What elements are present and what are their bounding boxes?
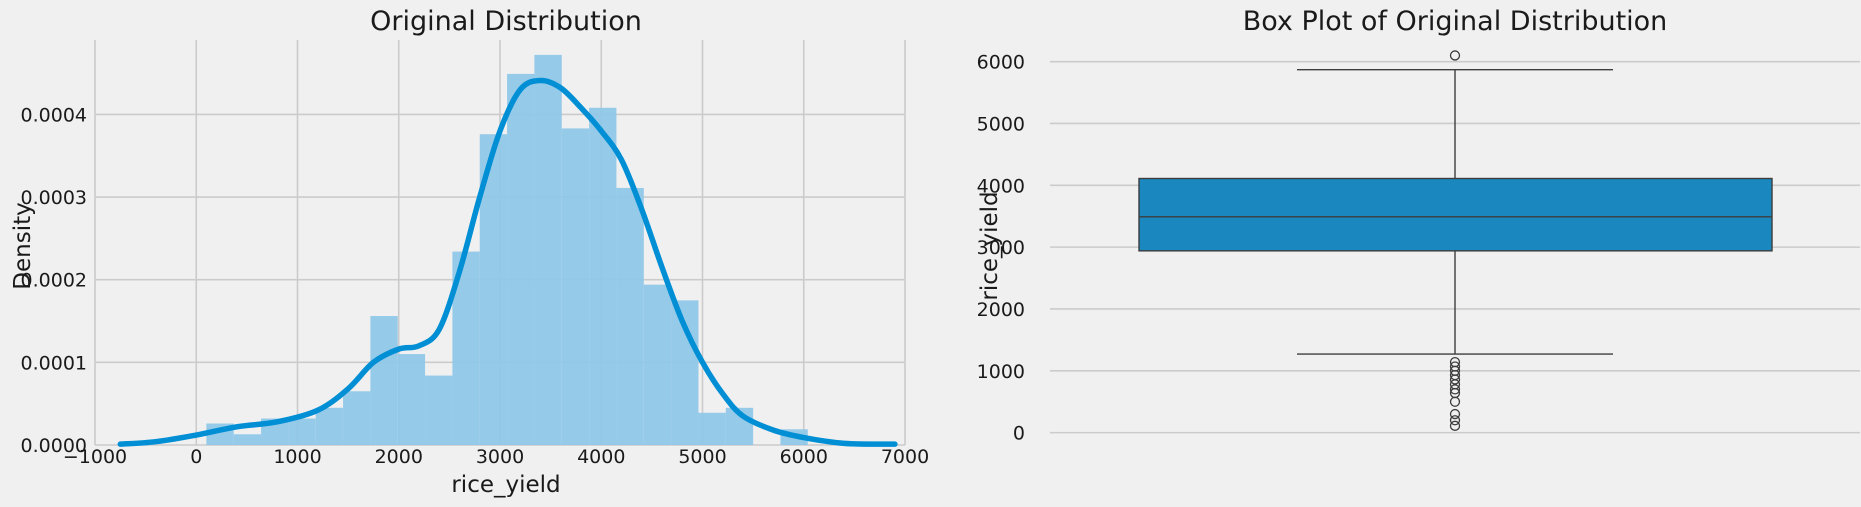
- x-tick-label: 3000: [476, 446, 524, 468]
- histogram-bar: [288, 418, 316, 445]
- histogram-bar: [698, 412, 726, 445]
- histogram-bar: [397, 354, 426, 445]
- y-tick-label: 4000: [977, 175, 1025, 197]
- y-tick-label: 0.0002: [21, 270, 87, 292]
- outlier-point: [1449, 384, 1461, 395]
- x-tick-label: 7000: [881, 446, 929, 468]
- y-tick-label: 0.0001: [21, 352, 87, 374]
- x-tick-label: 2000: [375, 446, 423, 468]
- y-tick-label: 0.0004: [21, 104, 87, 126]
- x-tick-label: −1000: [63, 446, 127, 468]
- x-tick-label: 0: [190, 446, 202, 468]
- y-axis-label: Density: [10, 202, 36, 289]
- histogram-chart: Original Distribution rice_yield Density…: [10, 6, 929, 498]
- chart-title: Box Plot of Original Distribution: [1243, 6, 1668, 37]
- y-tick-label: 0: [1013, 423, 1025, 445]
- histogram-bar: [507, 73, 535, 445]
- outlier-point: [1449, 415, 1461, 426]
- kde-line: [117, 77, 898, 447]
- outlier-point: [1449, 50, 1461, 61]
- y-tick-label: 0.0003: [21, 187, 87, 209]
- box-plot: [1138, 50, 1773, 431]
- histogram-bar: [233, 434, 262, 445]
- outlier-point: [1449, 420, 1461, 431]
- y-tick-label: 2000: [977, 299, 1025, 321]
- histogram-bar: [616, 187, 644, 445]
- histogram-bar: [343, 391, 371, 445]
- outlier-point: [1449, 374, 1461, 385]
- y-tick-label: 3000: [977, 237, 1025, 259]
- histogram-bar: [370, 316, 398, 445]
- histogram-bar: [561, 128, 590, 445]
- chart-title: Original Distribution: [370, 6, 642, 37]
- histogram-bar: [643, 284, 672, 445]
- histogram-bar: [425, 375, 453, 445]
- y-tick-label: 1000: [977, 361, 1025, 383]
- y-tick-label: 0.0000: [21, 435, 87, 457]
- histogram-bar: [589, 107, 617, 445]
- y-tick-label: 5000: [977, 113, 1025, 135]
- outlier-point: [1449, 396, 1461, 407]
- histogram-bar: [315, 407, 344, 445]
- y-axis-label: rice_yield: [977, 191, 1003, 300]
- x-tick-label: 6000: [780, 446, 828, 468]
- x-tick-label: 1000: [273, 446, 321, 468]
- histogram-bar: [534, 54, 562, 445]
- outlier-point: [1449, 408, 1461, 420]
- box-plot-chart: Box Plot of Original Distribution rice_y…: [977, 6, 1860, 445]
- x-tick-label: 4000: [577, 446, 625, 468]
- iqr-box: [1138, 177, 1773, 252]
- x-tick-label: 5000: [678, 446, 726, 468]
- x-axis-label: rice_yield: [451, 472, 560, 498]
- y-tick-label: 6000: [977, 52, 1025, 74]
